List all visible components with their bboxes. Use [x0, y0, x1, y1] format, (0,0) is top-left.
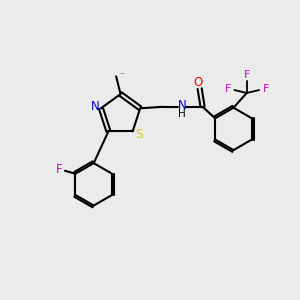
Text: methyl: methyl [121, 73, 126, 74]
Text: F: F [56, 163, 62, 176]
Text: N: N [91, 100, 99, 113]
Text: S: S [135, 128, 142, 141]
Text: N: N [178, 99, 186, 112]
Text: F: F [244, 70, 250, 80]
Text: F: F [225, 84, 231, 94]
Text: F: F [262, 84, 269, 94]
Text: O: O [194, 76, 203, 88]
Text: H: H [178, 109, 186, 119]
